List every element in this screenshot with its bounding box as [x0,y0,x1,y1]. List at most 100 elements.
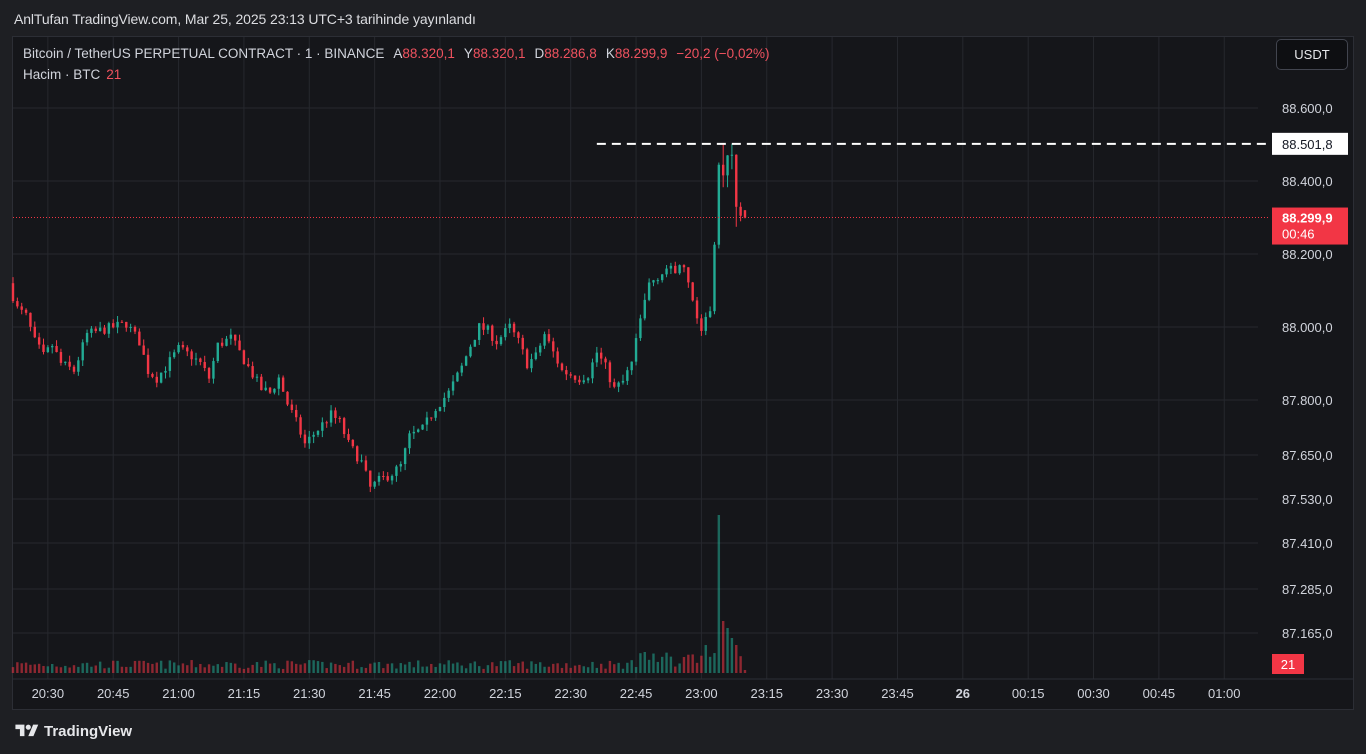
volume-bar [674,666,677,673]
candle-body [643,299,646,319]
volume-bar [530,661,533,673]
candle-body [312,434,315,437]
time-tick-label: 23:15 [750,686,783,701]
volume-bar [303,663,307,673]
candle-body [190,351,193,360]
volume-bar [682,657,686,673]
volume-bar [33,664,36,673]
time-tick-label: 22:15 [489,686,522,701]
volume-bar [194,667,198,673]
candle-body [212,361,215,379]
volume-bar [199,663,202,673]
volume-bar [512,666,516,673]
candle-body [582,380,585,383]
volume-bar [46,666,50,673]
volume-bar [325,668,328,673]
symbol-title[interactable]: Bitcoin / TetherUS PERPETUAL CONTRACT · … [23,46,385,61]
volume-bar [417,660,420,673]
volume-bar [735,645,738,673]
candle-body [51,345,54,348]
candle-body [708,311,712,317]
high-label: Y [463,46,473,61]
footer-brand[interactable]: TradingView [14,722,132,740]
low-label: D [534,46,545,61]
volume-bar [491,662,494,673]
candle-body [739,206,742,216]
volume-bar [155,662,158,673]
volume-bar [216,664,219,673]
candle-body [225,338,228,346]
candle-body [743,210,747,218]
volume-bar [369,663,372,673]
candle-body [556,351,559,364]
volume-bar [112,660,115,673]
candle-body [430,417,433,419]
brand-name: TradingView [44,722,133,740]
candle-body [11,283,15,302]
grid-layer [13,37,1258,679]
volume-bar [11,667,15,673]
volume-bar [164,668,167,673]
volume-bar [260,666,263,673]
candle-body [164,370,167,373]
volume-bar [547,666,551,673]
candle-body [425,417,429,425]
volume-bar [364,667,368,673]
volume-bars [11,515,747,673]
candle-body [64,361,67,363]
volume-bar [351,660,355,673]
candle-body [543,334,546,346]
chart-frame[interactable] [12,36,1354,710]
candle-body [277,377,280,389]
candle-body [399,464,402,467]
volume-bar [338,665,341,673]
volume-bar [37,663,41,673]
volume-bar [207,664,211,673]
candle-body [717,164,721,245]
candle-body [342,418,346,435]
candle-body [382,475,385,477]
candle-body [299,417,302,435]
volume-bar [700,655,703,673]
candle-body [608,362,612,383]
candle-body [90,328,93,333]
volume-bar [203,667,206,673]
candle-body [578,379,581,383]
volume-bar [242,668,246,673]
candle-body [303,434,307,444]
candle-body [347,434,350,440]
candle-body [547,334,551,342]
volume-bar [264,660,267,673]
volume-bar [177,665,180,673]
candle-body [525,349,529,369]
volume-bar [173,662,176,673]
currency-button[interactable]: USDT [1276,39,1348,70]
candle-body [586,378,590,381]
candle-body [364,460,368,471]
volume-bar [704,645,707,673]
volume-bar [412,667,416,673]
candle-body [451,381,455,391]
volume-label[interactable]: Hacim · BTC [23,67,101,82]
candle-body [534,352,538,360]
candle-body [508,323,511,329]
candle-body [308,436,311,444]
candle-body [155,376,158,383]
candle-body [199,358,202,363]
volume-bar [508,660,511,673]
candle-body [129,326,132,328]
volume-bar [652,653,655,673]
change-value: −20,2 (−0,02%) [676,46,770,61]
candle-body [530,359,533,369]
volume-bar [281,668,285,673]
volume-bar [247,667,250,673]
volume-bar [251,664,254,673]
candle-body [207,368,211,379]
price-tick-label: 88.400,0 [1282,174,1333,189]
volume-bar [68,667,71,673]
volume-bar [295,663,298,673]
candle-body [521,337,524,350]
candle-body [181,344,185,348]
price-axis: 88.600,0 88.400,0 88.200,0 88.000,0 87.800,0… [1272,101,1348,674]
